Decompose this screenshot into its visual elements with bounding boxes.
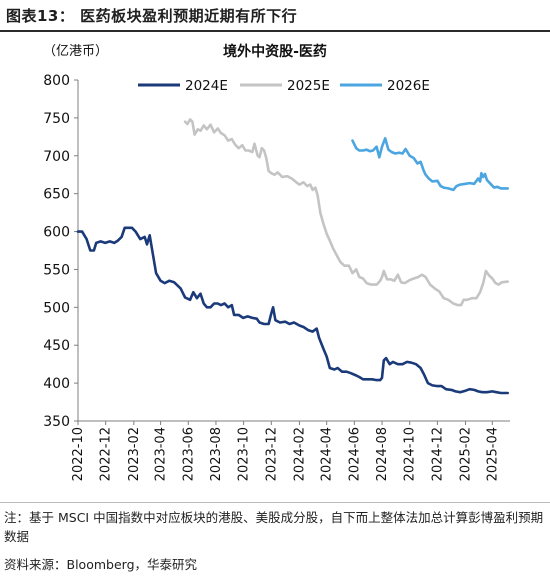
y-tick-label: 400 [43, 376, 70, 392]
y-axis-unit-label: （亿港币） [43, 44, 109, 59]
y-tick-label: 450 [43, 338, 70, 354]
y-tick-label: 700 [43, 149, 70, 165]
series-line-2026E [351, 137, 509, 192]
figure-header: 图表13： 医药板块盈利预期近期有所下行 [0, 0, 550, 30]
header-divider [0, 30, 550, 32]
y-tick-label: 550 [43, 262, 70, 278]
series-line-2025E [183, 118, 509, 307]
source-note: 资料来源：Bloomberg，华泰研究 [4, 557, 197, 572]
x-tick-label: 2025-02 [459, 427, 474, 481]
chart-title: 境外中资股-医药 [223, 44, 327, 60]
y-tick-label: 500 [43, 300, 70, 316]
x-tick-label: 2024-12 [430, 427, 445, 481]
x-tick-label: 2022-10 [71, 427, 86, 481]
x-tick-label: 2024-08 [375, 427, 390, 481]
series-line-2024E [76, 226, 509, 395]
x-tick-label: 2023-06 [181, 427, 196, 481]
y-tick-label: 800 [43, 73, 70, 89]
x-tick-label: 2023-10 [237, 427, 252, 481]
x-tick-label: 2023-02 [127, 427, 142, 481]
x-tick-label: 2024-04 [320, 427, 335, 481]
legend-label-2024E: 2024E [185, 78, 228, 94]
x-tick-label: 2024-02 [292, 427, 307, 481]
x-tick-label: 2023-08 [209, 427, 224, 481]
x-tick-label: 2023-04 [154, 427, 169, 481]
footer-divider [0, 502, 550, 503]
y-tick-label: 750 [43, 111, 70, 127]
x-tick-label: 2023-12 [264, 427, 279, 481]
legend-label-2026E: 2026E [387, 78, 430, 94]
figure-title: 图表13： 医药板块盈利预期近期有所下行 [6, 7, 298, 25]
y-tick-label: 600 [43, 225, 70, 241]
x-tick-label: 2022-12 [99, 427, 114, 481]
footnote: 注：基于 MSCI 中国指数中对应板块的港股、美股成分股，自下而上整体法加总计算… [4, 510, 544, 544]
x-tick-label: 2025-04 [485, 427, 500, 481]
line-chart: 350 400 450 500 550 600 650 700 750 800 2022-10 202… [43, 73, 510, 481]
x-tick-label: 2024-10 [403, 427, 418, 481]
y-tick-label: 650 [43, 187, 70, 203]
legend-label-2025E: 2025E [287, 78, 330, 94]
x-tick-label: 2024-06 [347, 427, 362, 481]
y-tick-label: 350 [43, 414, 70, 430]
